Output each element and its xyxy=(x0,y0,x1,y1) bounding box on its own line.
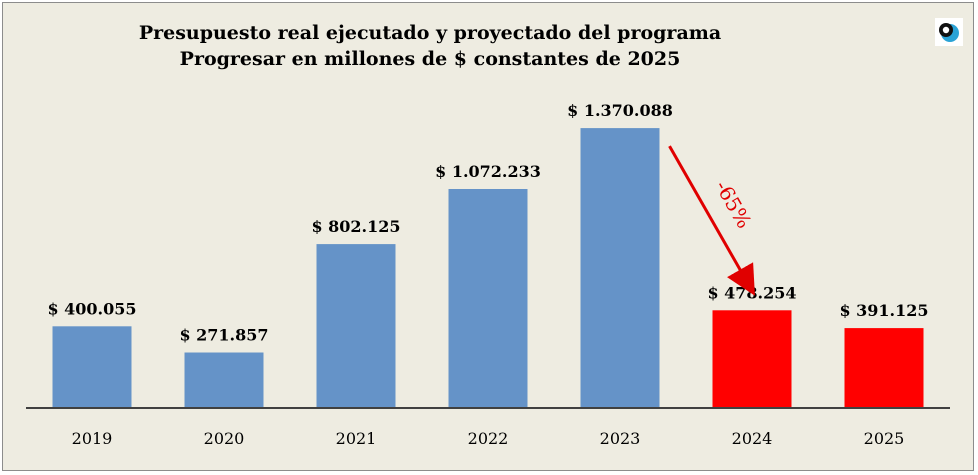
decline-percent-label: -65% xyxy=(710,176,756,232)
x-tick-2025: 2025 xyxy=(864,429,905,448)
bar-2024 xyxy=(712,310,792,408)
x-tick-2022: 2022 xyxy=(468,429,509,448)
value-label-2025: $ 391.125 xyxy=(839,301,928,320)
decline-arrow xyxy=(668,145,755,296)
value-label-2019: $ 400.055 xyxy=(47,299,136,318)
x-tick-2023: 2023 xyxy=(600,429,641,448)
chart-title: Presupuesto real ejecutado y proyectado … xyxy=(138,22,722,70)
x-tick-2024: 2024 xyxy=(732,429,773,448)
bar-2020 xyxy=(184,352,264,408)
bar-2023 xyxy=(580,128,660,408)
value-label-2024: $ 478.254 xyxy=(707,283,796,302)
eye-logo-icon xyxy=(935,18,963,46)
bar-2022 xyxy=(448,189,528,408)
bar-2025 xyxy=(844,328,924,408)
x-tick-2019: 2019 xyxy=(72,429,113,448)
bar-2019 xyxy=(52,326,132,408)
x-tick-2021: 2021 xyxy=(336,429,377,448)
value-label-2023: $ 1.370.088 xyxy=(567,101,673,120)
value-label-2022: $ 1.072.233 xyxy=(435,162,541,181)
value-label-2021: $ 802.125 xyxy=(311,217,400,236)
bar-2021 xyxy=(316,244,396,408)
x-tick-2020: 2020 xyxy=(204,429,245,448)
value-label-2020: $ 271.857 xyxy=(179,326,268,345)
